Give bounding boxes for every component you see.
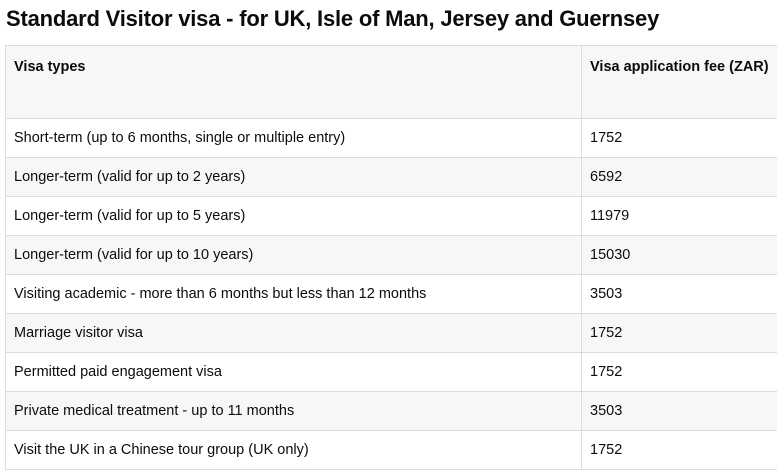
visa-type-cell: Short-term (up to 6 months, single or mu…: [6, 119, 582, 158]
visa-type-cell: Permitted paid engagement visa: [6, 353, 582, 392]
table-row: Longer-term (valid for up to 10 years)15…: [6, 236, 777, 275]
visa-type-cell: Longer-term (valid for up to 2 years): [6, 158, 582, 197]
page-title: Standard Visitor visa - for UK, Isle of …: [6, 6, 659, 32]
fee-cell: 3503: [582, 392, 777, 431]
table-row: Longer-term (valid for up to 2 years)659…: [6, 158, 777, 197]
visa-type-cell: Marriage visitor visa: [6, 314, 582, 353]
fee-cell: 1752: [582, 314, 777, 353]
column-header: Visa types: [6, 46, 582, 119]
fee-cell: 6592: [582, 158, 777, 197]
fee-cell: 1752: [582, 119, 777, 158]
visa-type-cell: Longer-term (valid for up to 10 years): [6, 236, 582, 275]
table-row: Private medical treatment - up to 11 mon…: [6, 392, 777, 431]
fee-cell: 1752: [582, 431, 777, 470]
fee-cell: 15030: [582, 236, 777, 275]
column-header: Visa application fee (ZAR): [582, 46, 777, 119]
table-row: Visiting academic - more than 6 months b…: [6, 275, 777, 314]
fee-cell: 1752: [582, 353, 777, 392]
visa-type-cell: Private medical treatment - up to 11 mon…: [6, 392, 582, 431]
visa-type-cell: Visiting academic - more than 6 months b…: [6, 275, 582, 314]
table-row: Short-term (up to 6 months, single or mu…: [6, 119, 777, 158]
fee-cell: 3503: [582, 275, 777, 314]
visa-type-cell: Visit the UK in a Chinese tour group (UK…: [6, 431, 582, 470]
table-row: Longer-term (valid for up to 5 years)119…: [6, 197, 777, 236]
table-row: Visit the UK in a Chinese tour group (UK…: [6, 431, 777, 470]
visa-type-cell: Longer-term (valid for up to 5 years): [6, 197, 582, 236]
table-body: Short-term (up to 6 months, single or mu…: [6, 119, 777, 470]
fee-cell: 11979: [582, 197, 777, 236]
